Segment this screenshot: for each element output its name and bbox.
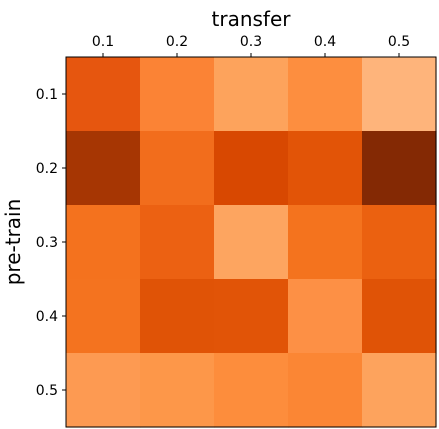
heatmap-cell-r4-c3 — [214, 279, 289, 354]
y-axis-ticks: 0.1 0.2 0.3 0.4 0.5 — [36, 87, 66, 399]
heatmap-cell-r5-c5 — [362, 353, 437, 428]
heatmap-cell-r3-c5 — [362, 205, 437, 280]
heatmap-cell-r3-c1 — [66, 205, 141, 280]
heatmap-cell-r2-c1 — [66, 131, 141, 206]
y-tick-label: 0.1 — [36, 87, 58, 103]
y-tick-label: 0.3 — [36, 235, 58, 251]
x-tick-label: 0.3 — [240, 34, 262, 50]
y-axis-title: pre-train — [1, 199, 25, 286]
heatmap-cell-r2-c5 — [362, 131, 437, 206]
heatmap-cell-r5-c1 — [66, 353, 141, 428]
heatmap-cell-r4-c4 — [288, 279, 363, 354]
heatmap-cell-r1-c4 — [288, 57, 363, 132]
heatmap-cell-r1-c5 — [362, 57, 437, 132]
heatmap-cell-r1-c2 — [140, 57, 215, 132]
heatmap-cell-r5-c3 — [214, 353, 289, 428]
x-tick-label: 0.1 — [92, 34, 114, 50]
heatmap-cell-r2-c4 — [288, 131, 363, 206]
x-axis-title: transfer — [212, 7, 292, 31]
x-axis-ticks: 0.1 0.2 0.3 0.4 0.5 — [92, 34, 410, 57]
heatmap-cell-r4-c5 — [362, 279, 437, 354]
x-tick-label: 0.2 — [166, 34, 188, 50]
heatmap-cell-r4-c1 — [66, 279, 141, 354]
heatmap-cell-r5-c2 — [140, 353, 215, 428]
x-tick-label: 0.5 — [388, 34, 410, 50]
heatmap-cell-r1-c1 — [66, 57, 141, 132]
heatmap-cells — [66, 57, 437, 428]
x-tick-label: 0.4 — [314, 34, 336, 50]
heatmap-cell-r3-c4 — [288, 205, 363, 280]
heatmap-cell-r5-c4 — [288, 353, 363, 428]
y-tick-label: 0.5 — [36, 383, 58, 399]
y-tick-label: 0.2 — [36, 161, 58, 177]
heatmap-cell-r4-c2 — [140, 279, 215, 354]
heatmap-cell-r2-c2 — [140, 131, 215, 206]
y-tick-label: 0.4 — [36, 309, 58, 325]
heatmap-cell-r3-c2 — [140, 205, 215, 280]
heatmap-cell-r3-c3 — [214, 205, 289, 280]
heatmap-cell-r2-c3 — [214, 131, 289, 206]
heatmap-cell-r1-c3 — [214, 57, 289, 132]
